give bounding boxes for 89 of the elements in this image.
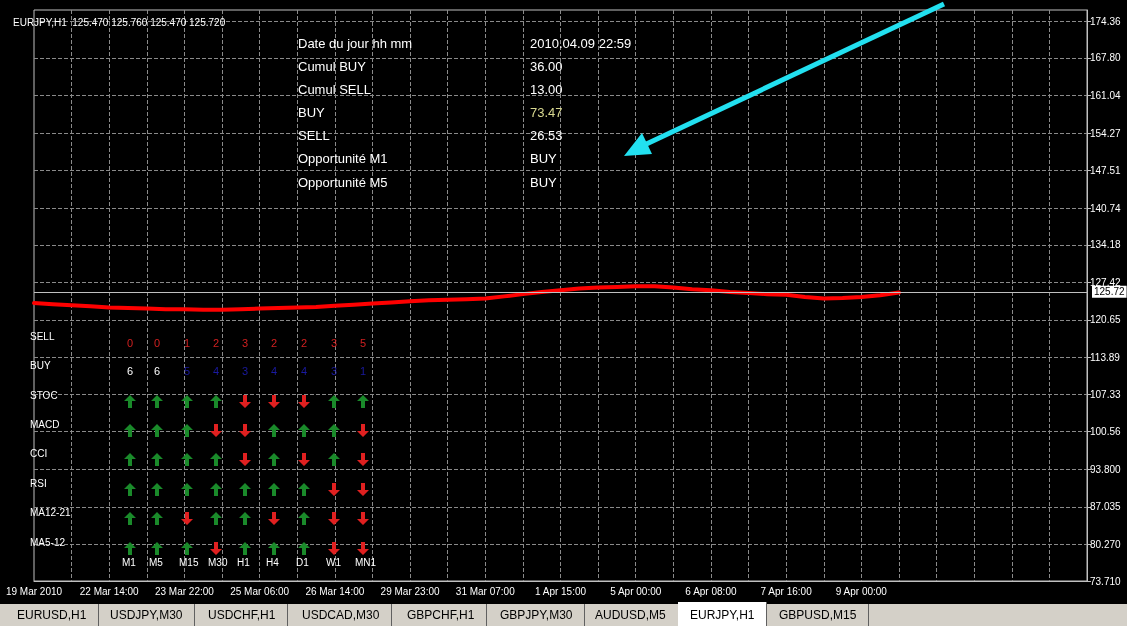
annotation: 36.00 <box>530 59 563 74</box>
ref-line-label: 125.72 <box>1094 286 1126 298</box>
annotation: M1 <box>122 557 136 568</box>
annotation: 1 <box>360 365 367 377</box>
x-tick-label: 9 Apr 00:00 <box>835 585 888 597</box>
annotation: 3 <box>242 337 249 349</box>
y-tick-label: 174.36 <box>1090 15 1122 27</box>
annotation: STOC <box>30 390 58 401</box>
annotation: BUY <box>298 105 325 120</box>
annotation: BUY <box>530 151 557 166</box>
annotation: CCI <box>30 448 48 459</box>
text: USDCHF,H1 <box>196 604 289 626</box>
x-tick-label: 26 Mar 14:00 <box>305 585 365 597</box>
line-series <box>32 284 901 312</box>
annotation: 0 <box>127 337 134 349</box>
x-tick-label: 29 Mar 23:00 <box>380 585 440 597</box>
annotation: H4 <box>266 557 279 568</box>
annotation: 2 <box>213 337 220 349</box>
annotation: 2010.04.09 22:59 <box>530 36 632 51</box>
x-tick-label: 6 Apr 08:00 <box>685 585 737 597</box>
annotation: 2 <box>271 337 278 349</box>
annotation: 3 <box>331 365 338 377</box>
text: GBPCHF,H1 <box>395 604 488 626</box>
annotation: W1 <box>326 557 341 568</box>
annotation: 3 <box>331 337 338 349</box>
annotation: Cumul SELL <box>298 82 371 97</box>
annotation: BUY <box>30 360 51 371</box>
annotation: MA5-12 <box>30 537 66 548</box>
annotation: RSI <box>30 478 47 489</box>
y-tick-label: 73.710 <box>1090 575 1122 587</box>
y-tick-label: 93.800 <box>1090 463 1122 475</box>
y-tick-label: 100.56 <box>1090 426 1122 438</box>
x-tick-label: 25 Mar 06:00 <box>230 585 290 597</box>
annotation: Opportunité M5 <box>298 175 388 190</box>
text: USDCAD,M30 <box>290 604 393 626</box>
x-tick-label: 7 Apr 16:00 <box>760 585 813 597</box>
annotation: 3 <box>242 365 249 377</box>
y-tick-label: 154.27 <box>1090 127 1122 139</box>
text: AUDUSD,M5 <box>583 604 679 626</box>
y-tick-label: 140.74 <box>1090 202 1122 214</box>
y-tick-label: 134.18 <box>1090 239 1122 251</box>
annotation: Opportunité M1 <box>298 151 388 166</box>
annotation: Date du jour hh mm <box>298 36 413 51</box>
annotation: 73.47 <box>530 105 563 120</box>
annotation: 13.00 <box>530 82 563 97</box>
annotation: M5 <box>149 557 163 568</box>
annotation: 5 <box>184 365 191 377</box>
annotation: MACD <box>30 419 60 430</box>
y-tick-label: 87.035 <box>1090 501 1122 513</box>
annotation: D1 <box>296 557 309 568</box>
annotation: SELL <box>30 331 55 342</box>
annotation: 5 <box>360 337 367 349</box>
text: EURJPY,H1 125.470 125.760 125.470 125.720 <box>13 16 226 28</box>
annotation: M30 <box>208 557 228 568</box>
y-tick-label: 113.89 <box>1090 352 1121 364</box>
x-tick-label: 22 Mar 14:00 <box>79 585 140 597</box>
annotation: BUY <box>530 175 557 190</box>
x-tick-label: 31 Mar 07:00 <box>455 585 516 597</box>
y-tick-label: 161.04 <box>1090 89 1122 101</box>
annotation: H1 <box>237 557 250 568</box>
annotation: 4 <box>301 365 308 377</box>
annotation: Cumul BUY <box>298 59 366 74</box>
y-tick-label: 147.51 <box>1090 165 1122 177</box>
x-tick-label: 19 Mar 2010 <box>5 585 63 597</box>
annotation: 1 <box>184 337 191 349</box>
x-tick-label: 23 Mar 22:00 <box>154 585 215 597</box>
annotation: 26.53 <box>530 128 563 143</box>
y-tick-label: 120.65 <box>1090 314 1122 326</box>
text: EURUSD,H1 <box>5 604 100 626</box>
x-tick-label: 5 Apr 00:00 <box>610 585 662 597</box>
text: EURJPY,H1 <box>678 602 768 626</box>
x-tick-label: 1 Apr 15:00 <box>534 585 587 597</box>
text: GBPUSD,M15 <box>767 604 870 626</box>
annotation: 0 <box>154 337 161 349</box>
annotation: 4 <box>213 365 220 377</box>
y-tick-label: 167.80 <box>1090 52 1122 64</box>
annotation: 2 <box>301 337 308 349</box>
y-tick-label: 127.42 <box>1090 276 1122 288</box>
annotation: M15 <box>179 557 199 568</box>
text: USDJPY,M30 <box>98 604 196 626</box>
annotation: 6 <box>154 365 161 377</box>
text: GBPJPY,M30 <box>488 604 586 626</box>
y-tick-label: 80.270 <box>1090 539 1122 551</box>
annotation: MA12-21 <box>30 507 71 518</box>
annotation: MN1 <box>355 557 377 568</box>
annotation: 6 <box>127 365 134 377</box>
annotation: SELL <box>298 128 330 143</box>
annotation: 4 <box>271 365 278 377</box>
y-tick-label: 107.33 <box>1090 388 1122 400</box>
